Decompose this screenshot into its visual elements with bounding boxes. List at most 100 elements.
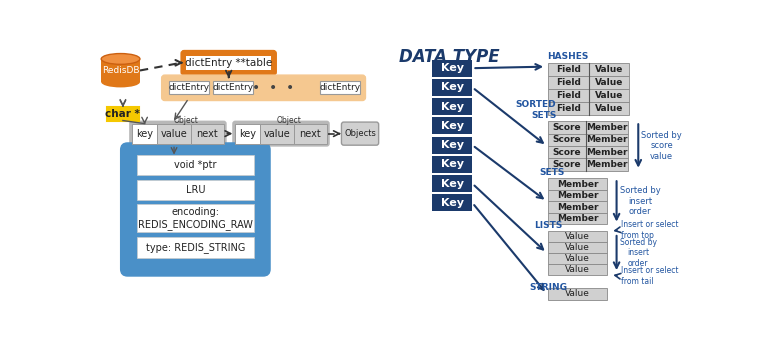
Text: next: next [197,129,218,139]
Text: Field: Field [556,65,581,74]
Bar [432,195,473,211]
Text: Value: Value [565,243,590,252]
Ellipse shape [101,77,140,88]
Bar [137,155,254,175]
Text: Score: Score [553,148,581,156]
Bar [294,124,327,144]
Text: Sorted by
insert
order: Sorted by insert order [619,187,660,216]
Text: void *ptr: void *ptr [174,160,217,170]
Text: dictEntry **table: dictEntry **table [185,58,272,68]
Bar [549,134,585,146]
Bar [432,137,473,154]
Text: Object: Object [174,116,199,125]
Bar [549,158,585,170]
Text: Value: Value [565,289,590,298]
Text: SORTED
SETS: SORTED SETS [516,100,556,120]
Bar [191,124,223,144]
Text: DATA TYPE: DATA TYPE [399,48,499,66]
Bar [132,124,157,144]
Bar [169,81,209,94]
Text: Key: Key [441,83,464,92]
Text: Score: Score [553,123,581,132]
Text: STRING: STRING [529,283,567,292]
Bar [432,175,473,192]
Text: SETS: SETS [539,168,565,177]
Bar [549,89,589,102]
Text: Key: Key [441,160,464,169]
Text: Sorted by
score
value: Sorted by score value [641,131,682,161]
Ellipse shape [101,54,140,64]
Text: Member: Member [586,135,628,144]
Text: key: key [136,129,153,139]
Bar [549,201,606,213]
Bar [585,134,629,146]
FancyBboxPatch shape [162,75,366,100]
Bar [585,158,629,170]
Text: Key: Key [441,121,464,131]
Text: Member: Member [586,160,628,169]
Text: value: value [264,129,290,139]
FancyBboxPatch shape [233,121,329,146]
Text: Score: Score [553,135,581,144]
Bar [549,178,606,190]
Bar [157,124,191,144]
Text: Key: Key [441,102,464,112]
FancyBboxPatch shape [341,122,378,145]
Bar [549,213,606,224]
Text: next: next [299,129,321,139]
Text: value: value [160,129,188,139]
Text: char *: char * [106,108,141,119]
Bar [549,231,606,242]
Text: Value: Value [594,104,623,113]
Bar [549,146,585,158]
Text: Field: Field [556,91,581,100]
Bar [549,63,589,76]
Text: Insert or select
from top: Insert or select from top [621,220,679,240]
Bar [213,81,253,94]
Text: Value: Value [565,254,590,263]
FancyBboxPatch shape [130,121,226,146]
Bar [432,60,473,77]
Text: RedisDB: RedisDB [102,66,139,75]
Text: Key: Key [441,63,464,73]
Text: dictEntry: dictEntry [319,83,360,92]
Text: Value: Value [594,91,623,100]
Text: Field: Field [556,78,581,87]
Bar [236,124,260,144]
Text: Key: Key [441,198,464,208]
Bar [549,190,606,201]
Text: dictEntry: dictEntry [212,83,254,92]
FancyBboxPatch shape [182,51,276,74]
Bar [589,76,629,89]
Text: Field: Field [556,104,581,113]
Bar [549,253,606,264]
Bar [260,124,294,144]
Text: encoding:
REDIS_ENCODING_RAW: encoding: REDIS_ENCODING_RAW [138,207,253,230]
Bar [549,288,606,300]
Text: type: REDIS_STRING: type: REDIS_STRING [146,242,245,253]
Bar [589,63,629,76]
Text: Key: Key [441,179,464,189]
Bar [320,81,360,94]
Bar [186,56,271,70]
Bar [137,204,254,232]
FancyBboxPatch shape [122,144,269,275]
Bar [585,146,629,158]
Bar [432,156,473,173]
Text: Value: Value [565,265,590,274]
Text: Member: Member [556,203,598,212]
Text: Objects: Objects [344,129,376,138]
Bar [589,89,629,102]
Bar [549,264,606,274]
Text: Member: Member [586,148,628,156]
Text: Score: Score [553,160,581,169]
Bar [137,237,254,258]
Bar [432,79,473,96]
Text: Value: Value [594,65,623,74]
Text: Value: Value [565,232,590,241]
Text: Member: Member [556,180,598,189]
Text: Sorted by
insert
order: Sorted by insert order [619,238,657,268]
Text: LISTS: LISTS [534,221,563,230]
Text: LRU: LRU [185,185,205,195]
Text: Insert or select
from tail: Insert or select from tail [621,266,679,286]
